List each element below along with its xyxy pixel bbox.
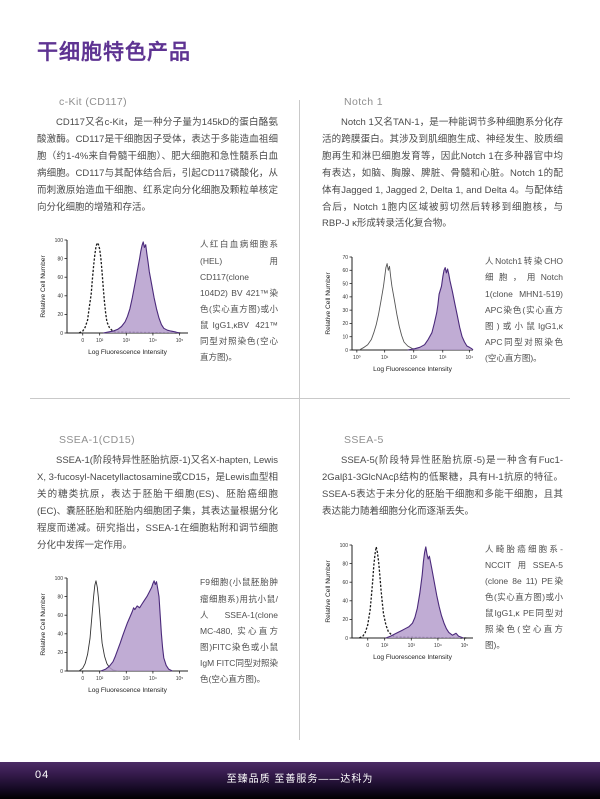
svg-text:10³: 10³	[408, 643, 416, 649]
svg-text:0: 0	[60, 331, 63, 337]
chart-caption: 人Notch1转染CHO细胞，用Notch 1(clone MHN1-519) …	[485, 256, 563, 364]
chart-block: 0 20 40 60 80 100 0 10² 10³ 10⁴ 10⁵ Log Fluorescenc…	[37, 232, 278, 374]
horizontal-divider	[30, 398, 570, 399]
svg-text:Relative Cell Number: Relative Cell Number	[40, 593, 47, 656]
svg-text:40: 40	[342, 295, 348, 301]
vertical-divider	[299, 100, 300, 740]
svg-text:10¹: 10¹	[381, 355, 389, 361]
svg-text:10²: 10²	[381, 643, 389, 649]
svg-text:10³: 10³	[123, 676, 131, 682]
svg-text:20: 20	[57, 313, 63, 319]
svg-text:40: 40	[57, 294, 63, 300]
flow-histogram-cd117: 0 20 40 60 80 100 0 10² 10³ 10⁴ 10⁵ Log Fluorescenc…	[40, 238, 188, 356]
flow-histogram-ssea1: 0 20 40 60 80 100 0 10² 10³ 10⁴ 10⁵ Log Fluorescenc…	[40, 576, 188, 694]
section-heading: SSEA-1(CD15)	[59, 434, 135, 446]
svg-text:70: 70	[342, 255, 348, 261]
chart-block: 0 10 20 30 40 50 60 70 10⁰ 10¹ 10² 10³ 10⁴ Log Fluore…	[322, 249, 563, 385]
svg-text:100: 100	[55, 576, 64, 582]
section-ckit-cd117: c-Kit (CD117) CD117又名c-Kit，是一种分子量为145kD的…	[37, 96, 278, 378]
flow-histogram-ssea5: 0 20 40 60 80 100 0 10² 10³ 10⁴ 10⁵ Log Fluorescenc…	[325, 542, 473, 661]
footer-inner: 04 至臻品质 至善服务——达科为	[0, 762, 600, 786]
chart-caption: 人畸胎癌细胞系-NCCIT用SSEA-5 (clone 8e 11) PE染色(…	[485, 543, 563, 651]
svg-text:0: 0	[345, 348, 348, 354]
section-heading: SSEA-5	[344, 434, 384, 446]
chart-block: 0 20 40 60 80 100 0 10² 10³ 10⁴ 10⁵ Log Fluorescenc…	[37, 570, 278, 706]
svg-text:10⁵: 10⁵	[176, 676, 184, 682]
svg-text:20: 20	[57, 651, 63, 657]
section-ssea5: SSEA-5 SSEA-5(阶段特异性胚胎抗原-5)是一种含有Fuc1-2Gal…	[322, 434, 563, 706]
svg-text:10⁴: 10⁴	[434, 643, 442, 649]
svg-text:10⁴: 10⁴	[149, 676, 157, 682]
svg-text:0: 0	[81, 676, 84, 682]
section-body-text: Notch 1又名TAN-1，是一种能调节多种细胞系分化存活的跨膜蛋白。其涉及到…	[322, 117, 563, 230]
svg-text:0: 0	[366, 643, 369, 649]
svg-text:10: 10	[342, 335, 348, 341]
svg-text:Relative Cell Number: Relative Cell Number	[325, 559, 332, 622]
svg-text:50: 50	[342, 282, 348, 288]
svg-text:Log Fluorescence Intensity: Log Fluorescence Intensity	[88, 349, 168, 356]
svg-text:60: 60	[342, 580, 348, 586]
svg-text:10³: 10³	[439, 355, 447, 361]
svg-text:40: 40	[342, 598, 348, 604]
section-ssea1-cd15: SSEA-1(CD15) SSEA-1(阶段特异性胚胎抗原-1)又名X-hapt…	[37, 434, 278, 706]
svg-text:Log Fluorescence Intensity: Log Fluorescence Intensity	[373, 654, 453, 661]
svg-text:60: 60	[57, 275, 63, 281]
section-heading: c-Kit (CD117)	[59, 96, 128, 108]
svg-text:20: 20	[342, 617, 348, 623]
svg-text:Log Fluorescence Intensity: Log Fluorescence Intensity	[88, 687, 168, 694]
svg-text:10²: 10²	[410, 355, 418, 361]
chart-block: 0 20 40 60 80 100 0 10² 10³ 10⁴ 10⁵ Log Fluorescenc…	[322, 537, 563, 673]
section-body-text: SSEA-5(阶段特异性胚胎抗原-5)是一种含有Fuc1-2Galβ1-3Glc…	[322, 455, 563, 517]
svg-text:80: 80	[342, 561, 348, 567]
svg-text:40: 40	[57, 632, 63, 638]
svg-text:Log Fluorescence Intensity: Log Fluorescence Intensity	[373, 366, 453, 373]
page-title: 干细胞特色产品	[37, 41, 191, 64]
svg-text:100: 100	[55, 238, 64, 244]
svg-text:Relative Cell Number: Relative Cell Number	[325, 272, 332, 335]
svg-text:80: 80	[57, 257, 63, 263]
product-grid: c-Kit (CD117) CD117又名c-Kit，是一种分子量为145kD的…	[37, 96, 563, 706]
page-number: 04	[35, 769, 50, 781]
svg-text:10⁵: 10⁵	[461, 643, 469, 649]
footer-slogan: 至臻品质 至善服务——达科为	[226, 774, 374, 785]
svg-text:10⁴: 10⁴	[149, 338, 157, 344]
chart-caption: F9细胞(小鼠胚胎肿瘤细胞系)用抗小鼠/人SSEA-1(clone MC-480…	[200, 577, 278, 685]
svg-text:30: 30	[342, 308, 348, 314]
svg-text:80: 80	[57, 595, 63, 601]
section-body-text: CD117又名c-Kit，是一种分子量为145kD的蛋白酪氨酸激酶。CD117是…	[37, 117, 278, 213]
svg-text:60: 60	[57, 613, 63, 619]
flow-histogram-notch1: 0 10 20 30 40 50 60 70 10⁰ 10¹ 10² 10³ 10⁴ Log Fluore…	[325, 255, 474, 373]
svg-text:10³: 10³	[123, 338, 131, 344]
svg-text:Relative Cell Number: Relative Cell Number	[40, 255, 47, 318]
svg-text:20: 20	[342, 322, 348, 328]
svg-text:10⁵: 10⁵	[176, 338, 184, 344]
svg-text:10²: 10²	[96, 338, 104, 344]
section-body-text: SSEA-1(阶段特异性胚胎抗原-1)又名X-hapten, Lewis X, …	[37, 455, 278, 551]
svg-text:10⁴: 10⁴	[466, 355, 474, 361]
svg-text:60: 60	[342, 268, 348, 274]
svg-text:0: 0	[81, 338, 84, 344]
section-notch1: Notch 1 Notch 1又名TAN-1，是一种能调节多种细胞系分化存活的跨…	[322, 96, 563, 378]
page-footer: 04 至臻品质 至善服务——达科为	[0, 762, 600, 799]
svg-text:10²: 10²	[96, 676, 104, 682]
svg-text:100: 100	[340, 542, 349, 548]
svg-text:0: 0	[345, 635, 348, 641]
svg-text:10⁰: 10⁰	[353, 355, 361, 361]
svg-text:0: 0	[60, 669, 63, 675]
chart-caption: 人红白血病细胞系(HEL)用CD117(clone 104D2) BV 421™…	[200, 239, 278, 363]
section-heading: Notch 1	[344, 96, 383, 108]
